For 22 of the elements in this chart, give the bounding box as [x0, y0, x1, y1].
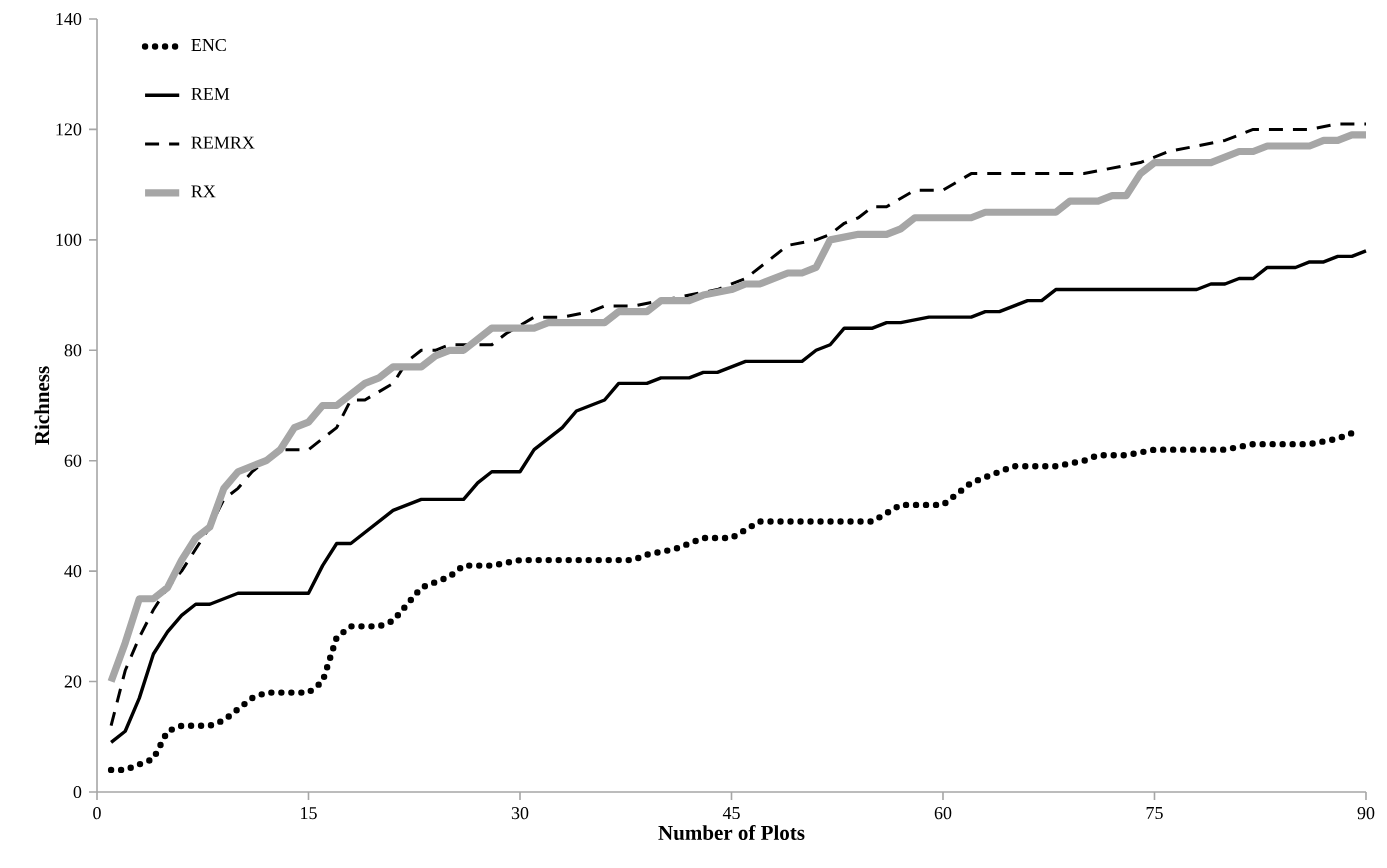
line-series: [109, 249, 1368, 744]
x-tick-label: 75: [1146, 807, 1163, 820]
x-tick-label: 90: [1357, 807, 1375, 820]
y-tick-label: 80: [64, 344, 82, 357]
x-tick-label: 45: [722, 807, 740, 820]
y-tick-label: 40: [64, 565, 82, 578]
legend-label: REMRX: [191, 136, 255, 149]
legend-label: ENC: [191, 38, 226, 52]
x-tick-label: 60: [934, 807, 952, 820]
y-axis-title: Richness: [34, 366, 50, 445]
x-tick-label: 30: [511, 807, 529, 820]
x-tick-label: 0: [93, 807, 101, 820]
y-tick-label: 120: [56, 123, 82, 136]
x-axis-title: Number of Plots: [658, 824, 805, 840]
legend-label: RX: [191, 185, 216, 198]
y-tick-label: 60: [64, 454, 82, 467]
legend-label: REM: [191, 87, 230, 100]
y-tick-label: 100: [56, 233, 82, 246]
x-tick-label: 15: [301, 807, 317, 820]
y-tick-label: 20: [64, 675, 82, 688]
y-tick-label: 0: [73, 785, 82, 799]
y-tick-label: 140: [56, 12, 82, 26]
